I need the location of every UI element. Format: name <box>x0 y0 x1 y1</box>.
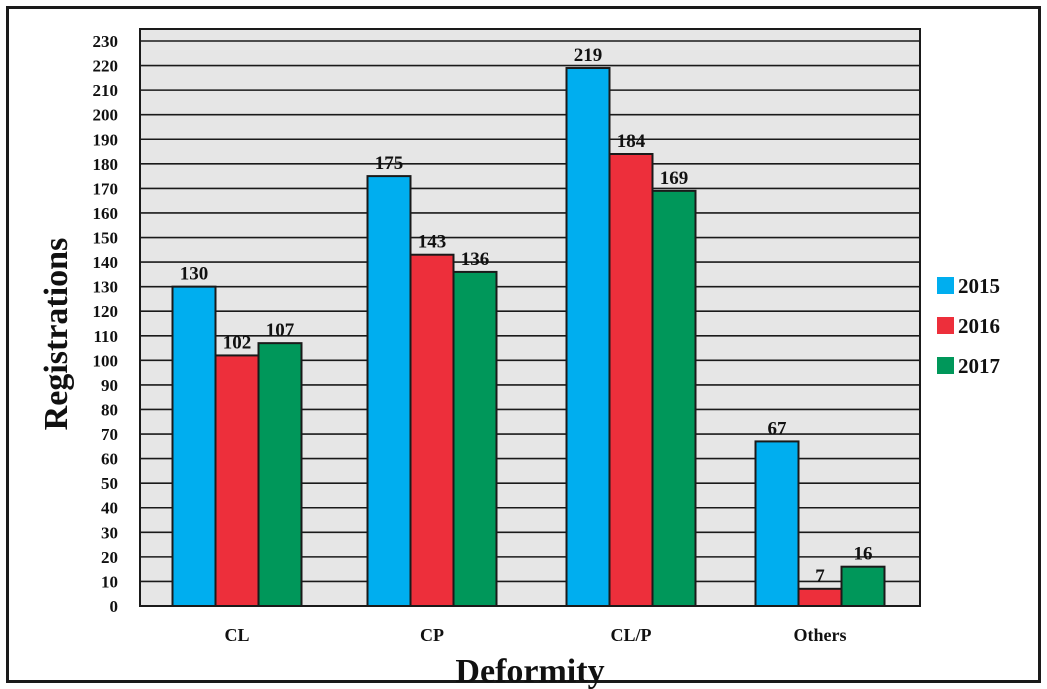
x-axis-title: Deformity <box>455 653 604 689</box>
y-tick-label: 130 <box>93 278 119 297</box>
y-tick-label: 200 <box>93 106 119 125</box>
bar-Others-2016 <box>797 587 843 607</box>
y-tick-label: 10 <box>101 572 118 591</box>
data-label-CL-2016: 102 <box>223 332 252 353</box>
y-tick-label: 120 <box>93 302 119 321</box>
x-tick-labels: CL CP CL/P Others <box>224 625 846 645</box>
y-tick-label: 150 <box>93 229 119 248</box>
y-tick-label: 230 <box>93 32 119 51</box>
data-labels-layer: 130 102 107 175 143 136 219 184 169 67 7 16 <box>180 45 873 587</box>
bar-CL-2017 <box>257 342 303 607</box>
y-tick-label: 40 <box>101 499 118 518</box>
y-tick-label: 160 <box>93 204 119 223</box>
bar-CL-2015 <box>171 285 217 607</box>
legend-label-2017: 2017 <box>958 354 1000 378</box>
legend-swatch-2017 <box>937 357 954 374</box>
bar-CL-2016 <box>214 354 260 607</box>
bar-CP-2016 <box>409 253 455 608</box>
y-tick-label: 110 <box>93 327 118 346</box>
data-label-Others-2015: 67 <box>768 418 788 439</box>
data-label-CL/P-2017: 169 <box>660 168 689 189</box>
y-tick-label: 170 <box>93 179 119 198</box>
y-tick-label: 140 <box>93 253 119 272</box>
y-axis-title: Registrations <box>38 238 75 431</box>
bar-Others-2015 <box>754 440 800 608</box>
data-label-CL/P-2016: 184 <box>617 131 646 152</box>
data-label-CL/P-2015: 219 <box>574 45 603 66</box>
bar-CL/P-2017 <box>651 189 697 607</box>
y-tick-label: 180 <box>93 155 119 174</box>
y-tick-label: 0 <box>110 597 119 616</box>
y-tick-label: 50 <box>101 474 118 493</box>
y-tick-label: 70 <box>101 425 118 444</box>
y-tick-label: 210 <box>93 81 119 100</box>
bar-CP-2015 <box>366 175 412 607</box>
y-tick-label: 90 <box>101 376 118 395</box>
bar-CP-2017 <box>452 270 498 607</box>
legend-label-2015: 2015 <box>958 274 1000 298</box>
y-tick-labels: 0 10 20 30 40 50 60 70 80 90 100 110 120 130 140 150 160… <box>93 32 119 616</box>
data-label-CL-2015: 130 <box>180 264 209 285</box>
y-tick-label: 190 <box>93 130 119 149</box>
x-tick-label: CP <box>420 625 444 645</box>
data-label-CP-2016: 143 <box>418 232 447 253</box>
legend-label-2016: 2016 <box>958 314 1000 338</box>
data-label-CL-2017: 107 <box>266 320 295 341</box>
legend-swatch-2016 <box>937 317 954 334</box>
x-tick-label: Others <box>794 625 847 645</box>
legend: 2015 2016 2017 <box>937 274 1000 378</box>
x-tick-label: CL/P <box>610 625 651 645</box>
y-tick-label: 80 <box>101 400 118 419</box>
x-tick-label: CL <box>224 625 249 645</box>
bar-CL/P-2016 <box>608 153 654 607</box>
data-label-CP-2017: 136 <box>461 249 490 270</box>
data-label-Others-2016: 7 <box>815 566 825 587</box>
y-tick-label: 20 <box>101 548 118 567</box>
data-label-Others-2017: 16 <box>854 544 873 565</box>
bars-layer <box>171 67 886 608</box>
bar-CL/P-2015 <box>565 67 611 608</box>
legend-swatch-2015 <box>937 277 954 294</box>
data-label-CP-2015: 175 <box>375 153 404 174</box>
y-tick-label: 30 <box>101 523 118 542</box>
y-tick-label: 220 <box>93 57 119 76</box>
bar-Others-2017 <box>840 565 886 608</box>
y-tick-label: 100 <box>93 351 119 370</box>
y-tick-label: 60 <box>101 450 118 469</box>
